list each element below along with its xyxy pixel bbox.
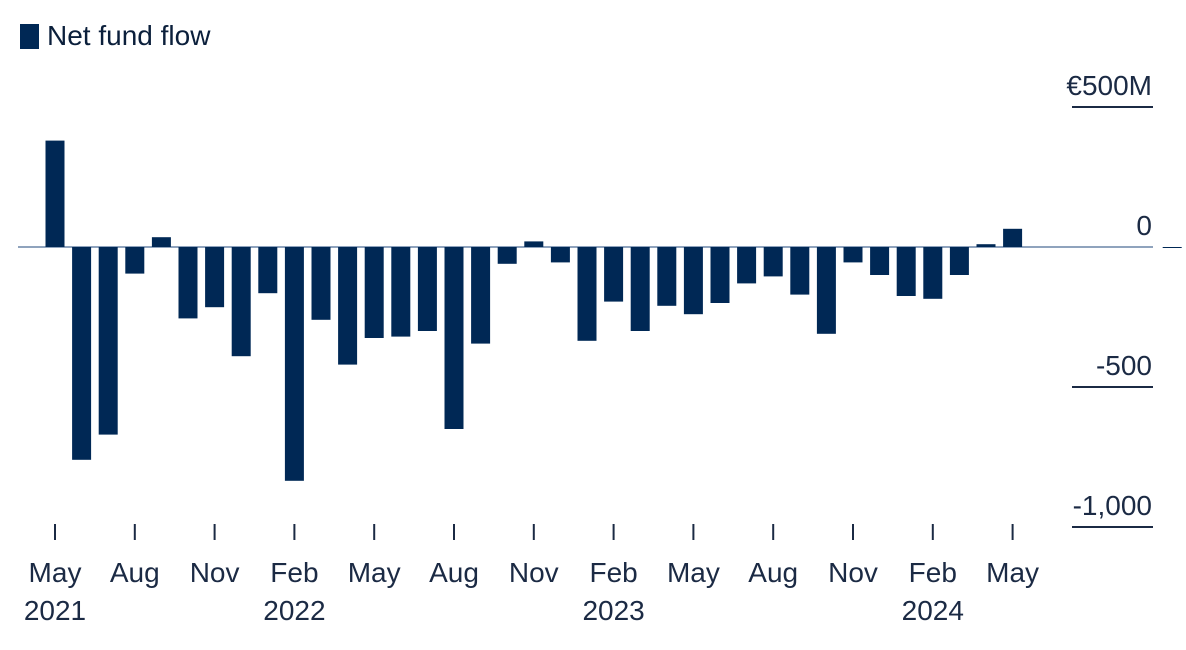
x-tick-label-year: 2024 — [902, 595, 964, 626]
x-tick-label-month: May — [986, 557, 1039, 588]
bar — [151, 237, 171, 247]
bar — [763, 247, 783, 277]
y-tick-label: -500 — [1096, 350, 1152, 381]
bar — [683, 247, 703, 315]
bar — [98, 247, 118, 435]
bar — [870, 247, 890, 275]
x-tick-label-year: 2022 — [263, 595, 325, 626]
bar — [72, 247, 92, 460]
bar — [284, 247, 304, 481]
bar — [1162, 247, 1182, 248]
bar — [737, 247, 757, 284]
bar — [364, 247, 384, 338]
legend-label-net-fund-flow: Net fund flow — [47, 20, 211, 51]
bar — [604, 247, 624, 302]
bar — [790, 247, 810, 295]
bar — [391, 247, 411, 337]
bar — [976, 244, 996, 247]
bar — [205, 247, 225, 308]
bar — [311, 247, 331, 320]
bar — [125, 247, 145, 274]
bar — [550, 247, 570, 263]
bar — [417, 247, 437, 331]
y-tick-label: €500M — [1066, 70, 1152, 101]
x-tick-label-month: Feb — [909, 557, 957, 588]
y-tick-label: -1,000 — [1073, 490, 1152, 521]
legend-swatch-net-fund-flow — [20, 23, 39, 49]
x-tick-label-month: May — [348, 557, 401, 588]
x-tick-label-month: May — [29, 557, 82, 588]
bar — [630, 247, 650, 331]
x-tick-label-month: Aug — [429, 557, 479, 588]
bar — [657, 247, 677, 306]
x-tick-label-month: Feb — [270, 557, 318, 588]
x-tick-label-month: Aug — [748, 557, 798, 588]
bar — [524, 241, 544, 247]
bar — [949, 247, 969, 275]
x-tick-label-month: Nov — [509, 557, 559, 588]
x-tick-label-month: Nov — [828, 557, 878, 588]
bar — [577, 247, 597, 341]
bar — [444, 247, 464, 429]
x-tick-label-month: May — [667, 557, 720, 588]
bar — [843, 247, 863, 263]
x-tick-label-month: Nov — [190, 557, 240, 588]
x-tick-label-month: Feb — [589, 557, 637, 588]
bar — [45, 140, 65, 247]
bar — [178, 247, 198, 319]
bar — [338, 247, 358, 365]
bar — [923, 247, 943, 299]
bar — [231, 247, 251, 357]
x-tick-label-year: 2021 — [24, 595, 86, 626]
bar — [710, 247, 730, 303]
legend: Net fund flow — [20, 20, 210, 52]
bar — [816, 247, 836, 334]
x-tick-label-month: Aug — [110, 557, 160, 588]
bar — [471, 247, 491, 344]
bar — [258, 247, 278, 294]
y-tick-label: 0 — [1136, 210, 1152, 241]
bar — [896, 247, 916, 296]
x-tick-label-year: 2023 — [582, 595, 644, 626]
bar — [1003, 228, 1023, 247]
bar — [497, 247, 517, 264]
